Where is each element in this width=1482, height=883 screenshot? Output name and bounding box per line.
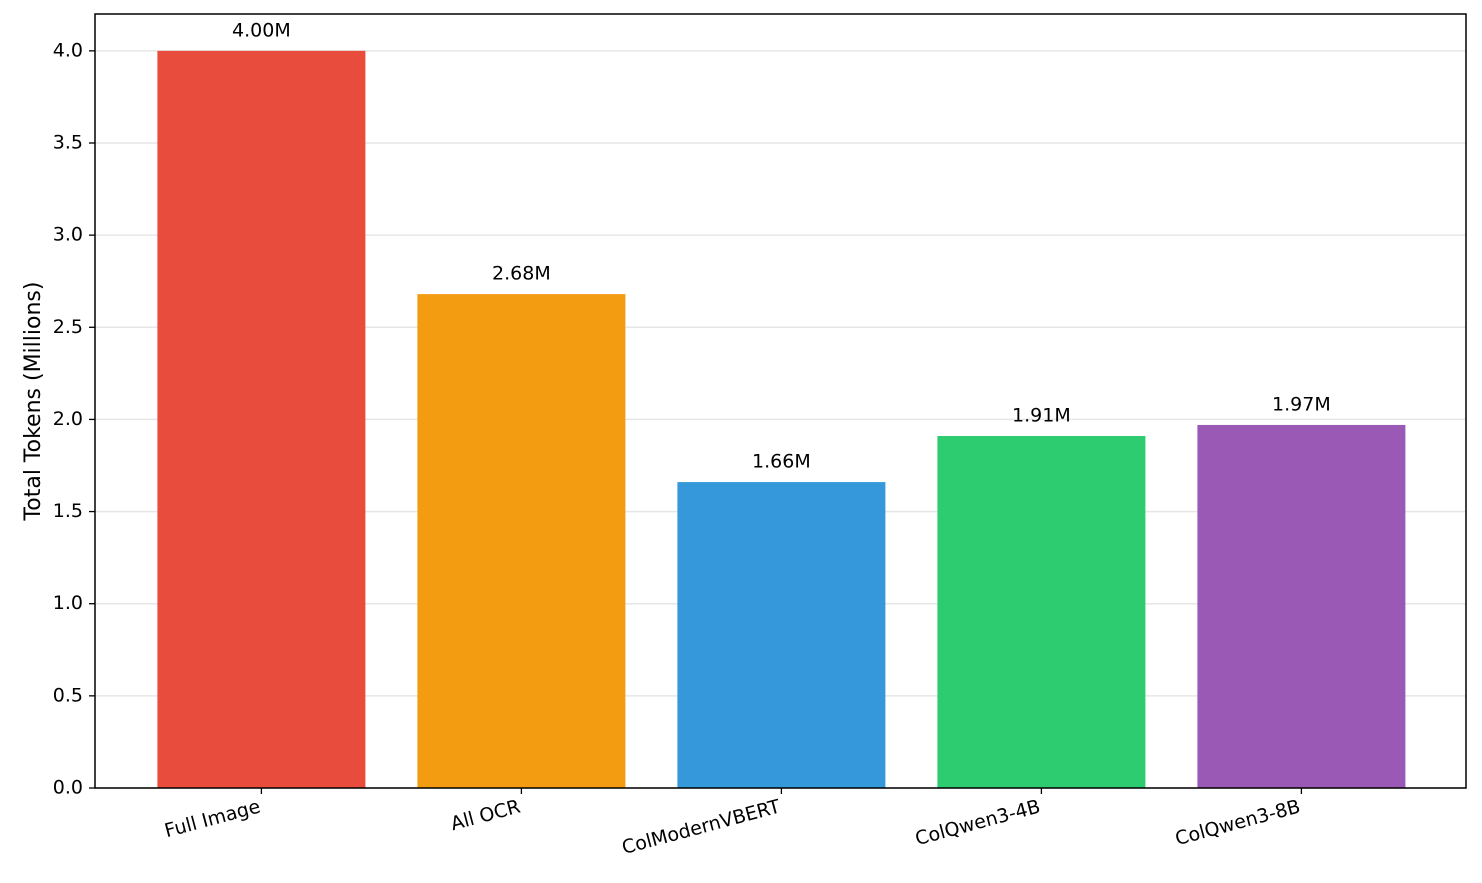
y-tick-label: 2.0 — [53, 408, 83, 430]
value-label: 4.00M — [232, 19, 291, 41]
x-tick-label: ColQwen3-8B — [1173, 796, 1303, 851]
y-tick-label: 0.0 — [53, 777, 83, 799]
y-tick-label: 2.5 — [53, 316, 83, 338]
bar — [677, 482, 886, 788]
bar — [937, 436, 1146, 788]
bar — [1197, 424, 1406, 788]
y-tick-label: 4.0 — [53, 39, 83, 61]
bar — [157, 50, 366, 789]
y-tick-label: 1.0 — [53, 592, 83, 614]
plot-frame — [94, 13, 1467, 789]
x-tick-label: ColModernVBERT — [620, 795, 783, 859]
value-label: 2.68M — [492, 263, 551, 285]
y-tick-label: 3.5 — [53, 132, 83, 154]
value-label: 1.66M — [752, 451, 811, 473]
bar — [417, 294, 626, 788]
x-tick-label: Full Image — [162, 796, 262, 843]
y-tick-label: 3.0 — [53, 224, 83, 246]
y-axis-label: Total Tokens (Millions) — [21, 282, 46, 522]
value-label: 1.91M — [1012, 405, 1071, 427]
y-tick-label: 0.5 — [53, 684, 83, 706]
value-label: 1.97M — [1272, 393, 1331, 415]
y-tick-label: 1.5 — [53, 500, 83, 522]
x-tick-label: ColQwen3-4B — [913, 796, 1043, 851]
x-tick-label: All OCR — [448, 796, 522, 836]
